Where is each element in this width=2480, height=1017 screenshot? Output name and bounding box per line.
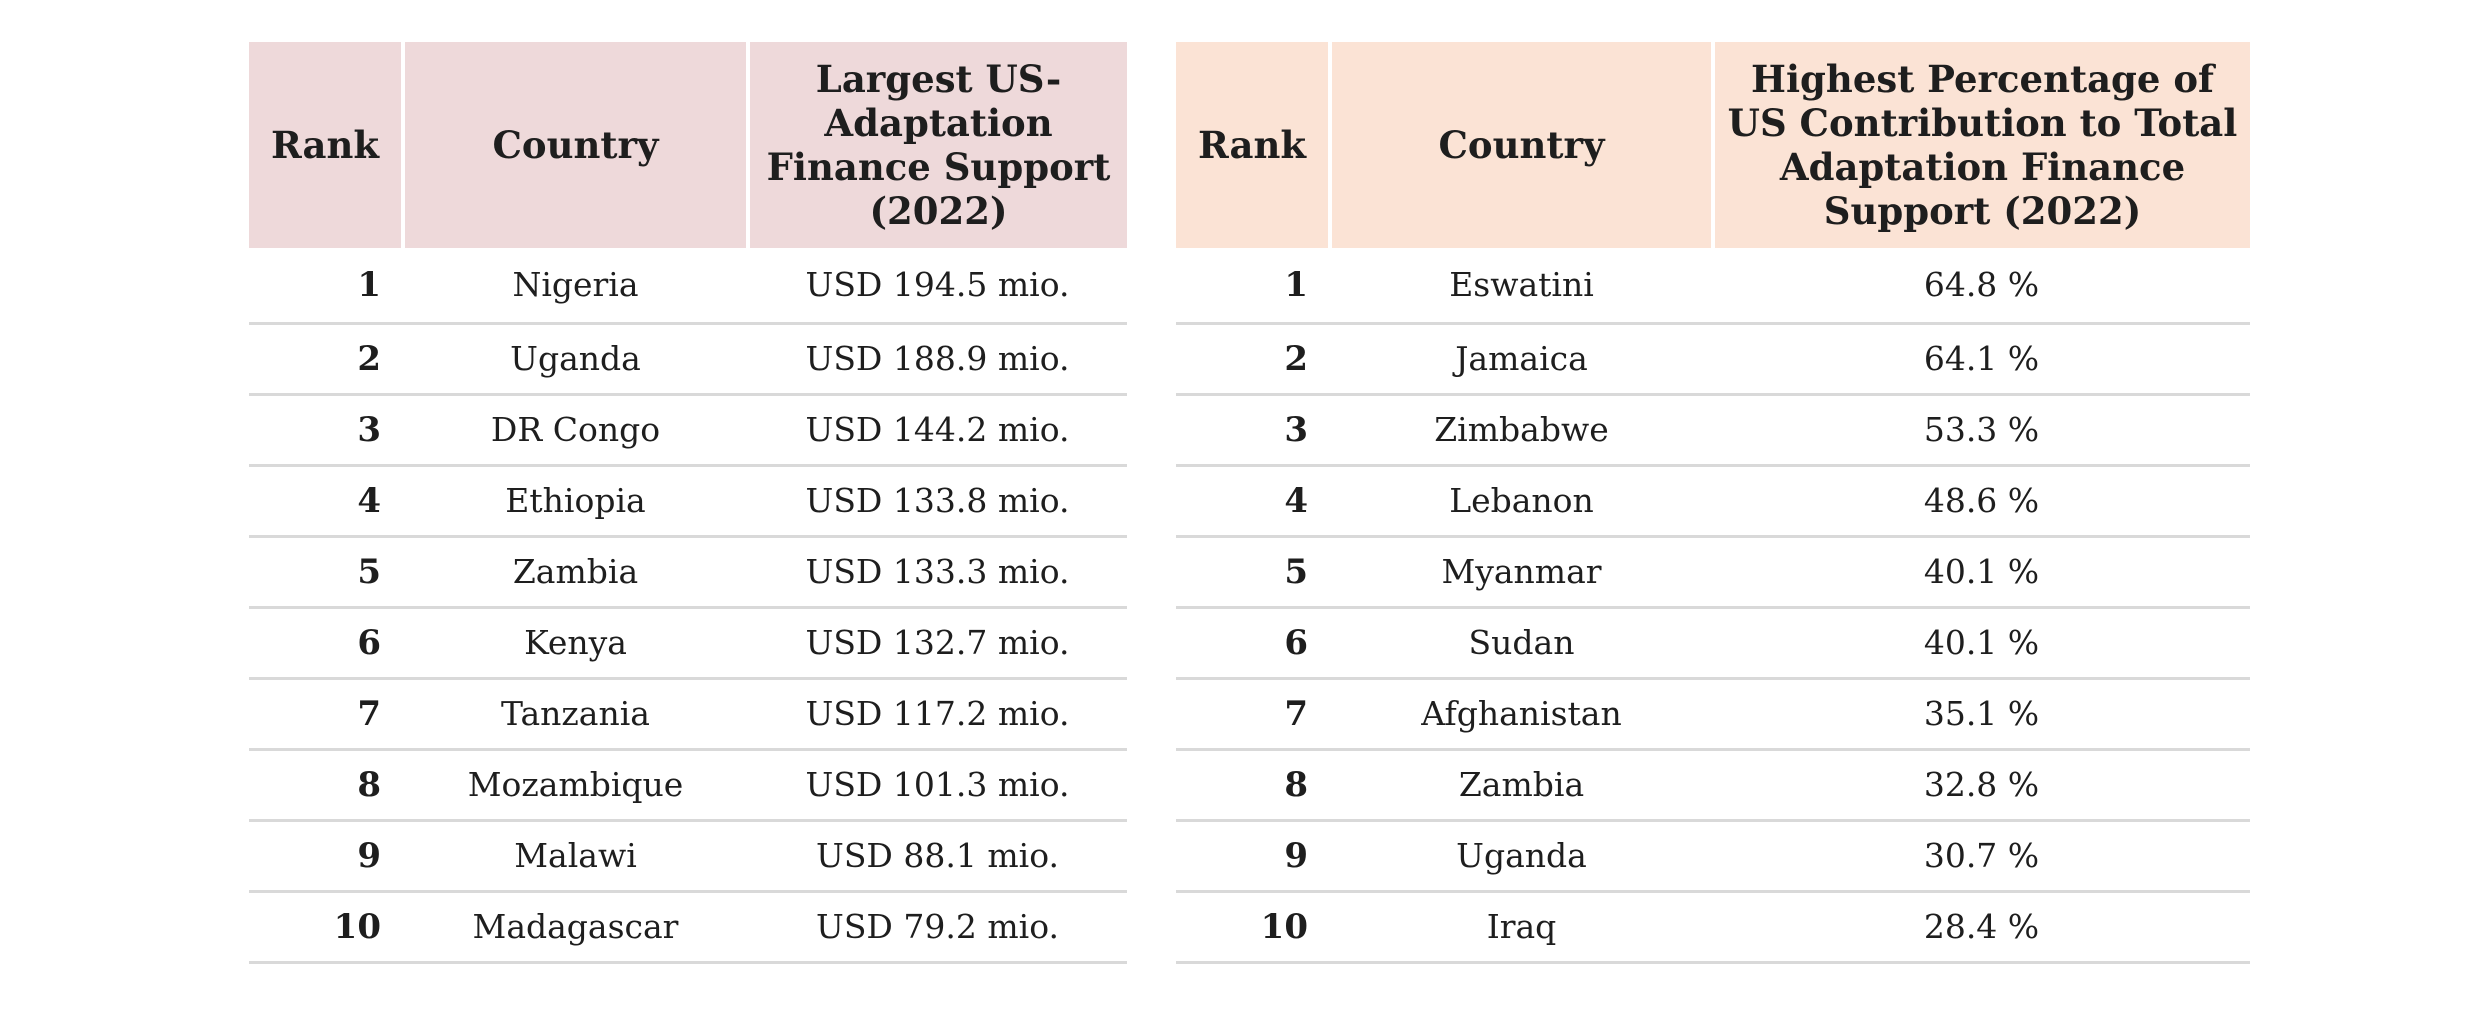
rank-cell: 4: [249, 465, 403, 538]
value-cell: USD 188.9 mio.: [748, 323, 1127, 396]
country-cell: Zambia: [1330, 749, 1713, 822]
table-row: 6 Kenya USD 132.7 mio.: [249, 607, 1127, 680]
country-cell: Zimbabwe: [1330, 394, 1713, 467]
value-cell: 40.1 %: [1713, 536, 2250, 609]
country-cell: Jamaica: [1330, 323, 1713, 396]
table-row: 1 Nigeria USD 194.5 mio.: [249, 248, 1127, 325]
rank-cell: 6: [1176, 607, 1330, 680]
table-row: 3 Zimbabwe 53.3 %: [1176, 394, 2250, 467]
rank-cell: 1: [1176, 248, 1330, 325]
table-row: 9 Uganda 30.7 %: [1176, 820, 2250, 893]
value-cell: USD 117.2 mio.: [748, 678, 1127, 751]
table-row: 4 Ethiopia USD 133.8 mio.: [249, 465, 1127, 538]
rank-cell: 9: [1176, 820, 1330, 893]
country-cell: Sudan: [1330, 607, 1713, 680]
table-header-row: Rank Country Highest Percentage of US Co…: [1176, 42, 2250, 248]
value-cell: USD 133.8 mio.: [748, 465, 1127, 538]
table-row: 9 Malawi USD 88.1 mio.: [249, 820, 1127, 893]
country-cell: Eswatini: [1330, 248, 1713, 325]
rank-column-header: Rank: [249, 42, 403, 248]
value-cell: 28.4 %: [1713, 891, 2250, 964]
finance-support-column-header: Largest US-Adaptation Finance Support (2…: [746, 42, 1127, 248]
table-row: 7 Afghanistan 35.1 %: [1176, 678, 2250, 751]
rank-cell: 4: [1176, 465, 1330, 538]
country-cell: Afghanistan: [1330, 678, 1713, 751]
country-cell: Malawi: [403, 820, 748, 893]
country-column-header: Country: [1328, 42, 1713, 248]
value-cell: 53.3 %: [1713, 394, 2250, 467]
table-row: 6 Sudan 40.1 %: [1176, 607, 2250, 680]
rank-cell: 8: [1176, 749, 1330, 822]
us-contribution-percentage-table: Rank Country Highest Percentage of US Co…: [1176, 42, 2250, 964]
table-row: 5 Myanmar 40.1 %: [1176, 536, 2250, 609]
rank-cell: 6: [249, 607, 403, 680]
percentage-column-header: Highest Percentage of US Contribution to…: [1711, 42, 2250, 248]
rank-cell: 5: [1176, 536, 1330, 609]
rank-cell: 10: [1176, 891, 1330, 964]
country-cell: Mozambique: [403, 749, 748, 822]
rank-cell: 5: [249, 536, 403, 609]
value-cell: 64.8 %: [1713, 248, 2250, 325]
rank-cell: 3: [249, 394, 403, 467]
table-row: 7 Tanzania USD 117.2 mio.: [249, 678, 1127, 751]
rank-cell: 7: [249, 678, 403, 751]
value-cell: USD 194.5 mio.: [748, 248, 1127, 325]
rank-column-header: Rank: [1176, 42, 1330, 248]
value-cell: 48.6 %: [1713, 465, 2250, 538]
rank-cell: 10: [249, 891, 403, 964]
us-finance-amount-table: Rank Country Largest US-Adaptation Finan…: [249, 42, 1127, 964]
table-body: 1 Eswatini 64.8 % 2 Jamaica 64.1 % 3 Zimbabwe 53…: [1176, 248, 2250, 964]
country-cell: Uganda: [1330, 820, 1713, 893]
rank-cell: 8: [249, 749, 403, 822]
rank-cell: 9: [249, 820, 403, 893]
value-cell: USD 79.2 mio.: [748, 891, 1127, 964]
country-cell: Kenya: [403, 607, 748, 680]
country-cell: Ethiopia: [403, 465, 748, 538]
country-cell: Tanzania: [403, 678, 748, 751]
country-cell: Lebanon: [1330, 465, 1713, 538]
rank-cell: 1: [249, 248, 403, 325]
table-body: 1 Nigeria USD 194.5 mio. 2 Uganda USD 188.9 m…: [249, 248, 1127, 964]
rank-cell: 3: [1176, 394, 1330, 467]
value-cell: 40.1 %: [1713, 607, 2250, 680]
country-cell: Nigeria: [403, 248, 748, 325]
country-cell: Uganda: [403, 323, 748, 396]
rank-cell: 2: [249, 323, 403, 396]
rank-cell: 2: [1176, 323, 1330, 396]
value-cell: USD 88.1 mio.: [748, 820, 1127, 893]
country-cell: DR Congo: [403, 394, 748, 467]
table-row: 8 Mozambique USD 101.3 mio.: [249, 749, 1127, 822]
rank-cell: 7: [1176, 678, 1330, 751]
table-header-row: Rank Country Largest US-Adaptation Finan…: [249, 42, 1127, 248]
table-row: 10 Madagascar USD 79.2 mio.: [249, 891, 1127, 964]
table-row: 4 Lebanon 48.6 %: [1176, 465, 2250, 538]
country-cell: Iraq: [1330, 891, 1713, 964]
value-cell: USD 101.3 mio.: [748, 749, 1127, 822]
table-row: 2 Jamaica 64.1 %: [1176, 323, 2250, 396]
value-cell: 64.1 %: [1713, 323, 2250, 396]
value-cell: USD 132.7 mio.: [748, 607, 1127, 680]
country-cell: Zambia: [403, 536, 748, 609]
country-cell: Myanmar: [1330, 536, 1713, 609]
value-cell: 35.1 %: [1713, 678, 2250, 751]
table-row: 2 Uganda USD 188.9 mio.: [249, 323, 1127, 396]
table-row: 10 Iraq 28.4 %: [1176, 891, 2250, 964]
value-cell: USD 133.3 mio.: [748, 536, 1127, 609]
table-row: 5 Zambia USD 133.3 mio.: [249, 536, 1127, 609]
country-column-header: Country: [401, 42, 748, 248]
value-cell: 30.7 %: [1713, 820, 2250, 893]
table-row: 3 DR Congo USD 144.2 mio.: [249, 394, 1127, 467]
table-row: 1 Eswatini 64.8 %: [1176, 248, 2250, 325]
value-cell: 32.8 %: [1713, 749, 2250, 822]
value-cell: USD 144.2 mio.: [748, 394, 1127, 467]
table-row: 8 Zambia 32.8 %: [1176, 749, 2250, 822]
country-cell: Madagascar: [403, 891, 748, 964]
